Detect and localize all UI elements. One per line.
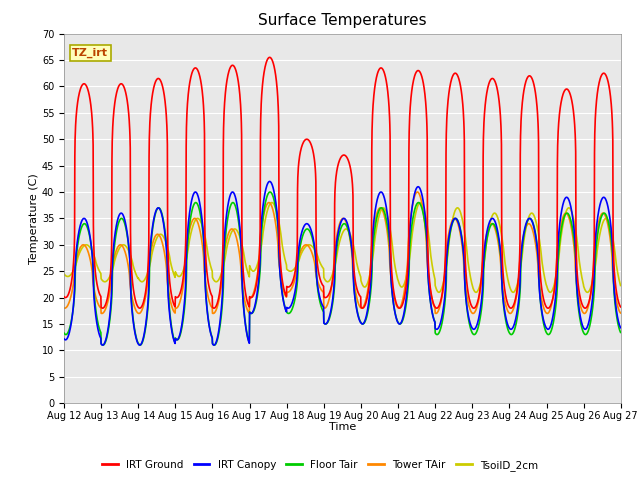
Text: TZ_irt: TZ_irt [72,48,108,58]
Title: Surface Temperatures: Surface Temperatures [258,13,427,28]
Legend: IRT Ground, IRT Canopy, Floor Tair, Tower TAir, TsoilD_2cm: IRT Ground, IRT Canopy, Floor Tair, Towe… [98,456,542,475]
Y-axis label: Temperature (C): Temperature (C) [29,173,39,264]
X-axis label: Time: Time [329,422,356,432]
